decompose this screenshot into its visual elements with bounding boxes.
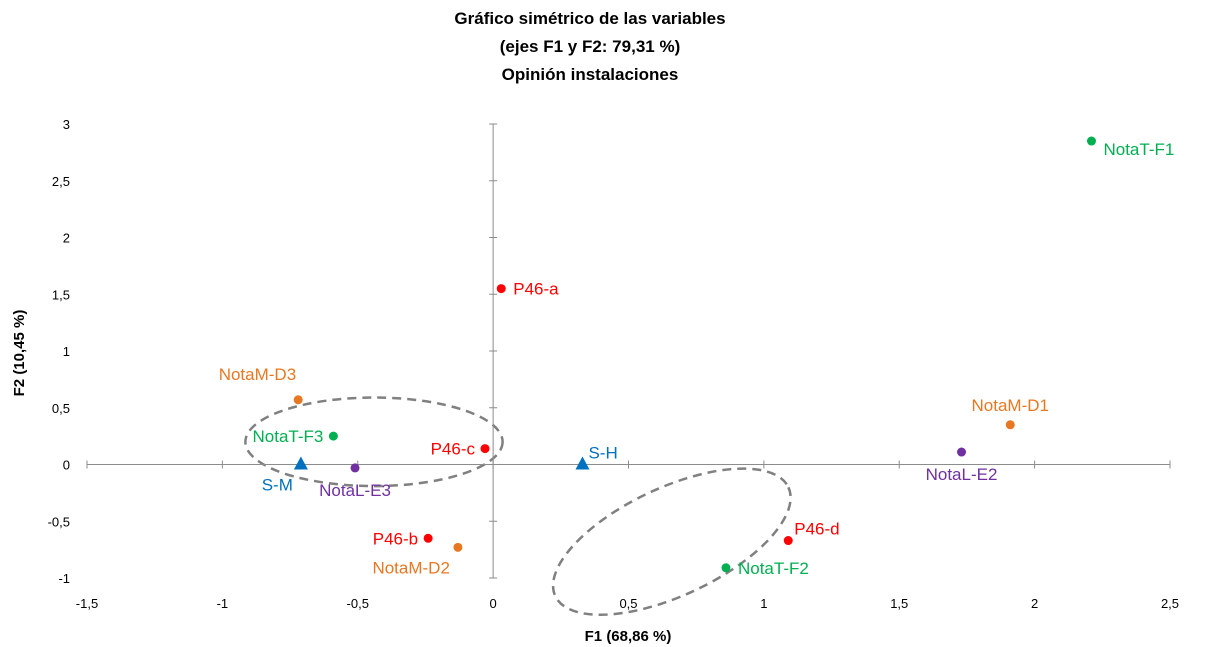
y-tick-label: 2 xyxy=(63,231,70,246)
circle-marker xyxy=(350,463,360,473)
circle-marker xyxy=(1086,136,1096,146)
point-notam-d3: NotaM-D3 xyxy=(219,365,303,405)
point-p46-b: P46-b xyxy=(373,529,433,548)
point-notat-f1: NotaT-F1 xyxy=(1086,136,1174,159)
cluster-ellipses xyxy=(244,396,792,617)
y-tick-label: 0 xyxy=(63,458,70,473)
data-points: P46-a P46-b P46-c P46-d NotaT-F1 NotaT-F2 Nota… xyxy=(219,136,1174,578)
chart-title-line-2: (ejes F1 y F2: 79,31 %) xyxy=(500,37,680,56)
chart-title-line-1: Gráfico simétrico de las variables xyxy=(454,9,725,28)
x-tick-label: -1 xyxy=(217,596,229,611)
point-label: NotaM-D3 xyxy=(219,365,296,384)
point-p46-c: P46-c xyxy=(431,440,490,459)
point-label: NotaM-D1 xyxy=(972,396,1049,415)
point-notat-f2: NotaT-F2 xyxy=(721,559,809,578)
cluster-ellipse-1 xyxy=(244,396,504,488)
chart-title-line-3: Opinión instalaciones xyxy=(502,65,679,84)
circle-marker xyxy=(1005,420,1015,430)
x-tick-label: -1,5 xyxy=(76,596,98,611)
y-tick-label: 0,5 xyxy=(52,401,70,416)
cluster-ellipse-2 xyxy=(551,467,792,617)
point-notal-e3: NotaL-E3 xyxy=(319,463,391,500)
x-tick-label: 1,5 xyxy=(890,596,908,611)
chart-title: Gráfico simétrico de las variables (ejes… xyxy=(454,9,725,84)
y-tick-label: 1,5 xyxy=(52,287,70,302)
x-tick-label: 0 xyxy=(490,596,497,611)
axes xyxy=(86,123,1171,579)
x-axis-label: F1 (68,86 %) xyxy=(585,628,672,645)
point-label: NotaL-E2 xyxy=(926,465,998,484)
point-s-h: S-H xyxy=(575,444,618,470)
point-notal-e2: NotaL-E2 xyxy=(926,447,998,484)
point-notam-d2: NotaM-D2 xyxy=(372,542,463,577)
x-tick-labels: -1,5 -1 -0,5 0 0,5 1 1,5 2 2,5 xyxy=(76,596,1179,611)
point-label: NotaL-E3 xyxy=(319,481,391,500)
point-label: NotaT-F1 xyxy=(1103,140,1174,159)
y-tick-label: -1 xyxy=(58,571,70,586)
circle-marker xyxy=(957,447,967,457)
circle-marker xyxy=(783,536,793,546)
triangle-marker xyxy=(293,456,308,470)
y-tick-label: 3 xyxy=(63,117,70,132)
circle-marker xyxy=(480,444,490,454)
circle-marker xyxy=(453,542,463,552)
point-notat-f3: NotaT-F3 xyxy=(253,427,338,446)
x-tick-label: -0,5 xyxy=(347,596,369,611)
x-tick-label: 0,5 xyxy=(619,596,637,611)
y-tick-label: 2,5 xyxy=(52,174,70,189)
x-tick-label: 2 xyxy=(1031,596,1038,611)
point-label: NotaM-D2 xyxy=(372,558,449,577)
y-tick-labels: -1 -0,5 0 0,5 1 1,5 2 2,5 3 xyxy=(48,117,70,586)
point-p46-d: P46-d xyxy=(783,520,840,546)
triangle-marker xyxy=(575,456,590,470)
point-notam-d1: NotaM-D1 xyxy=(972,396,1049,430)
y-tick-label: 1 xyxy=(63,344,70,359)
x-tick-label: 2,5 xyxy=(1161,596,1179,611)
point-label: NotaT-F2 xyxy=(738,559,809,578)
point-label: S-M xyxy=(262,476,293,495)
circle-marker xyxy=(423,533,433,543)
x-tick-label: 1 xyxy=(760,596,767,611)
circle-marker xyxy=(328,431,338,441)
point-label: NotaT-F3 xyxy=(253,427,324,446)
circle-marker xyxy=(496,284,506,294)
point-s-m: S-M xyxy=(262,456,308,495)
y-axis-label: F2 (10,45 %) xyxy=(11,310,28,397)
point-label: P46-d xyxy=(794,520,839,539)
point-p46-a: P46-a xyxy=(496,280,559,299)
y-tick-label: -0,5 xyxy=(48,514,70,529)
point-label: P46-b xyxy=(373,529,418,548)
point-label: S-H xyxy=(588,444,617,463)
point-label: P46-c xyxy=(431,440,476,459)
circle-marker xyxy=(293,395,303,405)
circle-marker xyxy=(721,563,731,573)
point-label: P46-a xyxy=(513,280,559,299)
